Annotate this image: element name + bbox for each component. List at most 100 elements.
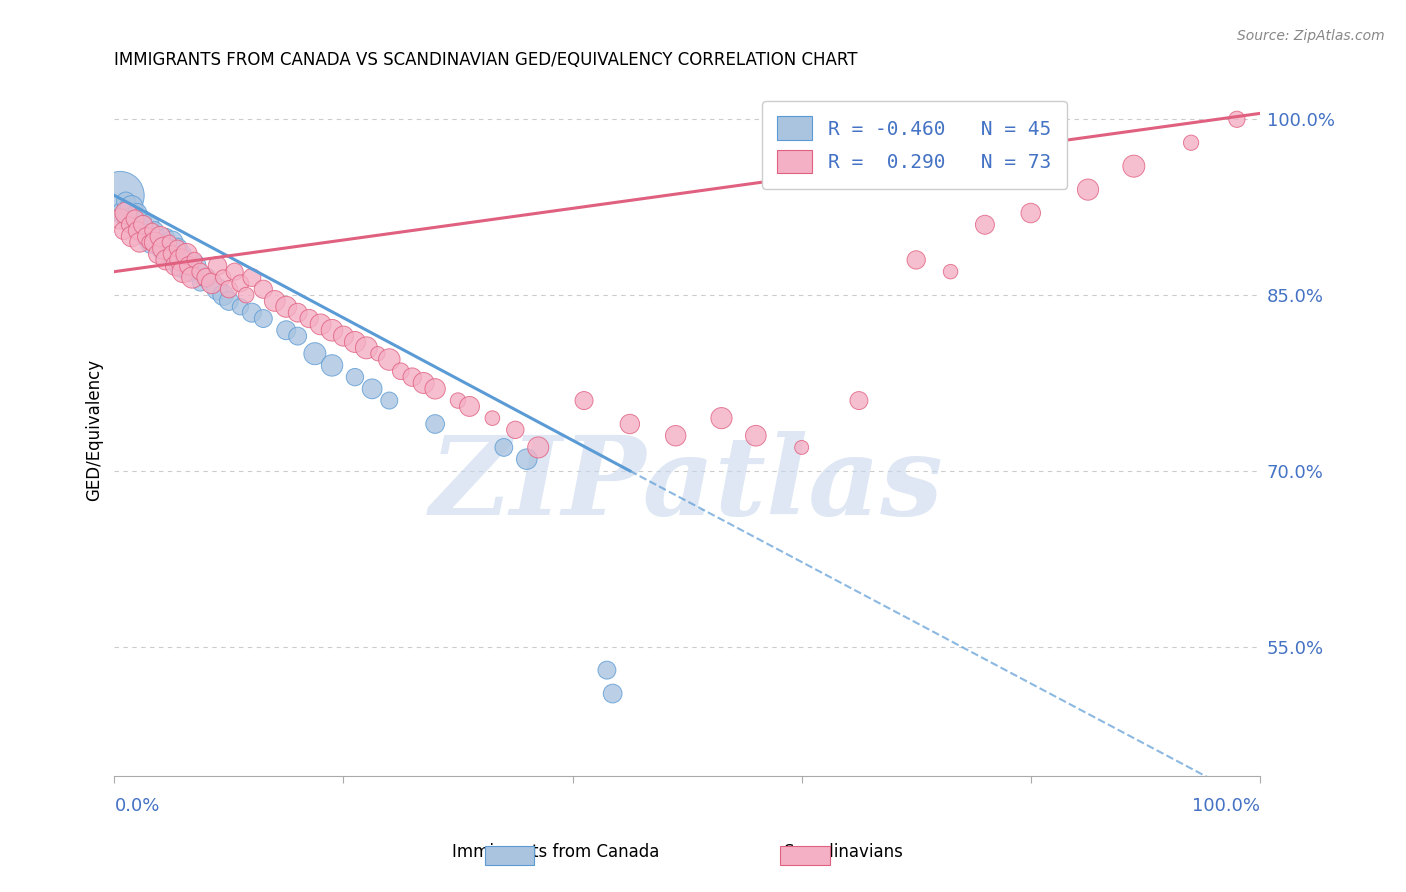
Point [117, 211, 139, 226]
Point [602, 687, 624, 701]
Point [240, 270, 263, 285]
Point [516, 452, 538, 467]
Point [332, 329, 354, 343]
Point [157, 235, 180, 250]
Point [146, 247, 169, 261]
Point [115, 194, 138, 209]
Point [287, 306, 309, 320]
Point [304, 347, 326, 361]
Point [343, 334, 366, 349]
Point [188, 277, 211, 291]
Point [361, 382, 384, 396]
Point [121, 229, 143, 244]
Text: Source: ZipAtlas.com: Source: ZipAtlas.com [1237, 29, 1385, 43]
Point [367, 347, 389, 361]
Point [276, 300, 298, 314]
Point [423, 417, 446, 431]
Point [160, 235, 183, 250]
Point [112, 224, 135, 238]
Point [188, 265, 211, 279]
Point [157, 247, 180, 261]
Point [108, 188, 131, 202]
Point [128, 224, 150, 238]
Point [218, 282, 240, 296]
Point [276, 323, 298, 337]
Point [195, 270, 218, 285]
Point [177, 259, 200, 273]
Text: Immigrants from Canada: Immigrants from Canada [451, 843, 659, 861]
Point [343, 370, 366, 384]
Point [170, 252, 193, 267]
Point [183, 259, 205, 273]
Point [309, 318, 332, 332]
Point [160, 247, 183, 261]
Point [166, 241, 188, 255]
Point [905, 252, 928, 267]
Point [149, 235, 172, 250]
Point [848, 393, 870, 408]
Point [229, 277, 252, 291]
Point [665, 428, 688, 442]
Point [207, 259, 229, 273]
Point [229, 300, 252, 314]
Point [596, 663, 619, 677]
Point [298, 311, 321, 326]
Point [152, 241, 174, 255]
Point [143, 224, 166, 238]
Point [252, 282, 274, 296]
Point [149, 229, 172, 244]
Point [138, 235, 160, 250]
Point [118, 218, 141, 232]
Point [124, 211, 146, 226]
Point [321, 359, 343, 373]
Point [176, 247, 198, 261]
Text: 100.0%: 100.0% [1192, 797, 1260, 814]
Text: 0.0%: 0.0% [114, 797, 160, 814]
Text: Scandinavians: Scandinavians [783, 843, 904, 861]
Point [401, 370, 423, 384]
Point [939, 265, 962, 279]
Point [1077, 183, 1099, 197]
Point [572, 393, 595, 408]
Point [492, 441, 515, 455]
Point [139, 235, 162, 250]
Point [1226, 112, 1249, 127]
Point [263, 293, 285, 308]
Point [505, 423, 527, 437]
Text: IMMIGRANTS FROM CANADA VS SCANDINAVIAN GED/EQUIVALENCY CORRELATION CHART: IMMIGRANTS FROM CANADA VS SCANDINAVIAN G… [114, 51, 858, 69]
Point [1019, 206, 1042, 220]
Point [155, 229, 177, 244]
Point [155, 252, 177, 267]
Legend: R = -0.460   N = 45, R =  0.290   N = 73: R = -0.460 N = 45, R = 0.290 N = 73 [762, 101, 1067, 189]
Point [163, 252, 186, 267]
Point [132, 211, 155, 226]
Point [252, 311, 274, 326]
Point [146, 229, 169, 244]
Point [481, 411, 503, 425]
Point [143, 235, 166, 250]
Point [218, 293, 240, 308]
Point [121, 200, 143, 214]
Point [619, 417, 641, 431]
Point [124, 218, 146, 232]
Point [165, 259, 187, 273]
Point [240, 306, 263, 320]
Point [1180, 136, 1202, 150]
Point [170, 259, 193, 273]
Point [412, 376, 434, 390]
Point [356, 341, 378, 355]
Point [745, 428, 768, 442]
Y-axis label: GED/Equivalency: GED/Equivalency [86, 359, 103, 501]
Point [321, 323, 343, 337]
Point [378, 393, 401, 408]
Point [134, 229, 156, 244]
Point [207, 282, 229, 296]
Point [423, 382, 446, 396]
Point [177, 265, 200, 279]
Point [181, 270, 204, 285]
Point [166, 241, 188, 255]
Point [974, 218, 997, 232]
Point [172, 265, 194, 279]
Point [458, 400, 481, 414]
Point [135, 229, 157, 244]
